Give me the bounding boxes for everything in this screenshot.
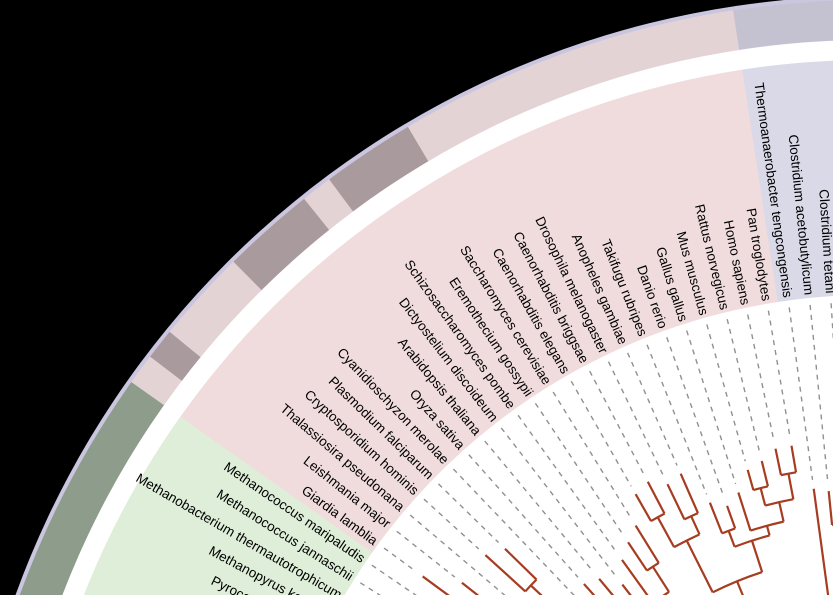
ring-segment-ring_light bbox=[131, 356, 182, 406]
leader-line-schizosaccharomyces-pombe bbox=[517, 414, 618, 553]
leader-line-rattus-norvegicus bbox=[726, 318, 761, 453]
leader-line-mus-musculus bbox=[706, 324, 746, 462]
branch-radial bbox=[727, 530, 736, 548]
branch-radial bbox=[583, 583, 596, 595]
branch-radial bbox=[634, 493, 652, 522]
branch-radial bbox=[827, 490, 833, 525]
branch-arc bbox=[831, 523, 833, 526]
branch-radial bbox=[690, 515, 701, 535]
ring-segment-ring_dark bbox=[233, 198, 330, 291]
leader-line-thalassiosira-pseudonana bbox=[409, 514, 506, 595]
ring-segment-ring_light bbox=[304, 179, 354, 230]
leader-line-eremothecium-gossypii bbox=[534, 402, 624, 536]
branch-radial bbox=[484, 554, 527, 593]
branch-radial bbox=[627, 541, 648, 572]
leader-line-cryptosporidium-hominis bbox=[423, 498, 480, 550]
ring-segment-ring_light bbox=[169, 261, 262, 358]
ring-segment-ring_bacteria bbox=[733, 0, 833, 50]
leader-line-takifugu-rubripes bbox=[646, 344, 708, 495]
branch-radial bbox=[750, 540, 764, 573]
leader-line-arabidopsis-thaliana bbox=[484, 440, 594, 573]
leader-line-danio-rerio bbox=[666, 337, 725, 498]
tree-branches bbox=[422, 445, 833, 595]
branch-radial bbox=[666, 483, 686, 520]
leader-line-pan-troglodytes bbox=[767, 310, 791, 437]
leader-line-thermoanaerobacter-tengcongensis bbox=[788, 307, 814, 480]
leader-line-cyanidioschyzon-merolae bbox=[452, 468, 575, 595]
branch-radial bbox=[504, 548, 538, 581]
branch-radial bbox=[765, 525, 771, 536]
branch-radial bbox=[759, 487, 767, 506]
ring-segment-ring_dark bbox=[150, 331, 201, 381]
branch-radial bbox=[708, 502, 724, 534]
branch-radial bbox=[726, 505, 737, 529]
branch-radial bbox=[598, 578, 615, 595]
inner-area bbox=[344, 296, 833, 595]
branch-arc bbox=[734, 534, 770, 548]
branch-radial bbox=[760, 460, 769, 487]
leader-line-saccharomyces-cerevisiae bbox=[552, 391, 632, 519]
leader-line-methanococcus-maripaludis bbox=[371, 564, 417, 595]
branch-radial bbox=[621, 559, 649, 595]
branch-radial bbox=[651, 566, 670, 593]
branch-radial bbox=[790, 445, 798, 473]
branch-radial bbox=[812, 488, 830, 595]
branch-radial bbox=[737, 492, 752, 531]
leader-line-anopheles-gambiae bbox=[626, 352, 678, 466]
leader-line-homo-sapiens bbox=[747, 314, 775, 441]
leader-line-oryza-sativa bbox=[468, 454, 579, 578]
band-band_bacteria bbox=[742, 60, 833, 303]
leader-lines bbox=[359, 303, 833, 595]
branch-radial bbox=[679, 473, 699, 514]
leader-line-drosophila-melanogaster bbox=[607, 361, 665, 477]
leader-line-giardia-lamblia bbox=[383, 547, 416, 572]
leader-line-dictyostelium-discoideum bbox=[500, 427, 618, 578]
branch-radial bbox=[685, 540, 714, 593]
branch-radial bbox=[646, 481, 666, 515]
ring-segment-ring_dark bbox=[329, 126, 429, 212]
leader-line-leishmania-major bbox=[396, 530, 456, 578]
inner-disc bbox=[344, 296, 833, 595]
branch-radial bbox=[656, 516, 676, 548]
branch-radial bbox=[787, 473, 795, 500]
leader-line-gallus-gallus bbox=[686, 330, 737, 485]
branch-radial bbox=[746, 469, 755, 491]
ring-segment-ring_light bbox=[407, 10, 740, 162]
branch-radial bbox=[736, 580, 744, 595]
branch-radial bbox=[774, 448, 783, 476]
branch-arc bbox=[662, 591, 670, 595]
leader-line-caenorhabditis-elegans bbox=[570, 380, 632, 487]
branch-radial bbox=[778, 501, 785, 522]
leader-line-plasmodium-falciparum bbox=[437, 483, 500, 544]
branch-radial bbox=[634, 524, 660, 564]
ring-segment-ring_archaea bbox=[19, 382, 165, 595]
band-band_archaea bbox=[84, 416, 373, 595]
